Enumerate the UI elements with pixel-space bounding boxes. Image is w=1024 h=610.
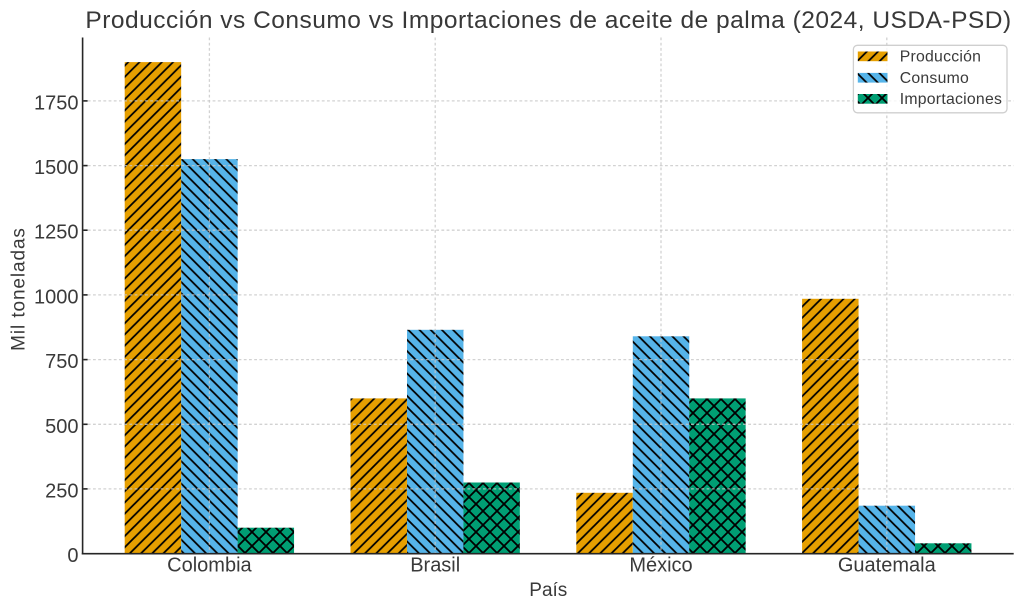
svg-text:1250: 1250 bbox=[34, 222, 79, 244]
svg-text:1500: 1500 bbox=[34, 157, 79, 179]
svg-text:Guatemala: Guatemala bbox=[838, 555, 937, 577]
svg-text:México: México bbox=[629, 555, 692, 577]
svg-text:Brasil: Brasil bbox=[410, 555, 460, 577]
svg-text:Producción vs Consumo vs Impor: Producción vs Consumo vs Importaciones d… bbox=[85, 7, 1011, 34]
svg-text:País: País bbox=[529, 580, 567, 601]
svg-text:Consumo: Consumo bbox=[900, 70, 969, 87]
svg-text:Importaciones: Importaciones bbox=[900, 91, 1002, 108]
svg-text:Mil toneladas: Mil toneladas bbox=[9, 227, 30, 351]
svg-text:Colombia: Colombia bbox=[167, 555, 252, 577]
svg-text:500: 500 bbox=[45, 416, 78, 438]
svg-text:1000: 1000 bbox=[34, 286, 79, 308]
svg-text:1750: 1750 bbox=[34, 92, 79, 114]
svg-text:750: 750 bbox=[45, 351, 78, 373]
svg-text:250: 250 bbox=[45, 480, 78, 502]
svg-text:0: 0 bbox=[67, 545, 78, 567]
svg-text:Producción: Producción bbox=[900, 49, 982, 66]
